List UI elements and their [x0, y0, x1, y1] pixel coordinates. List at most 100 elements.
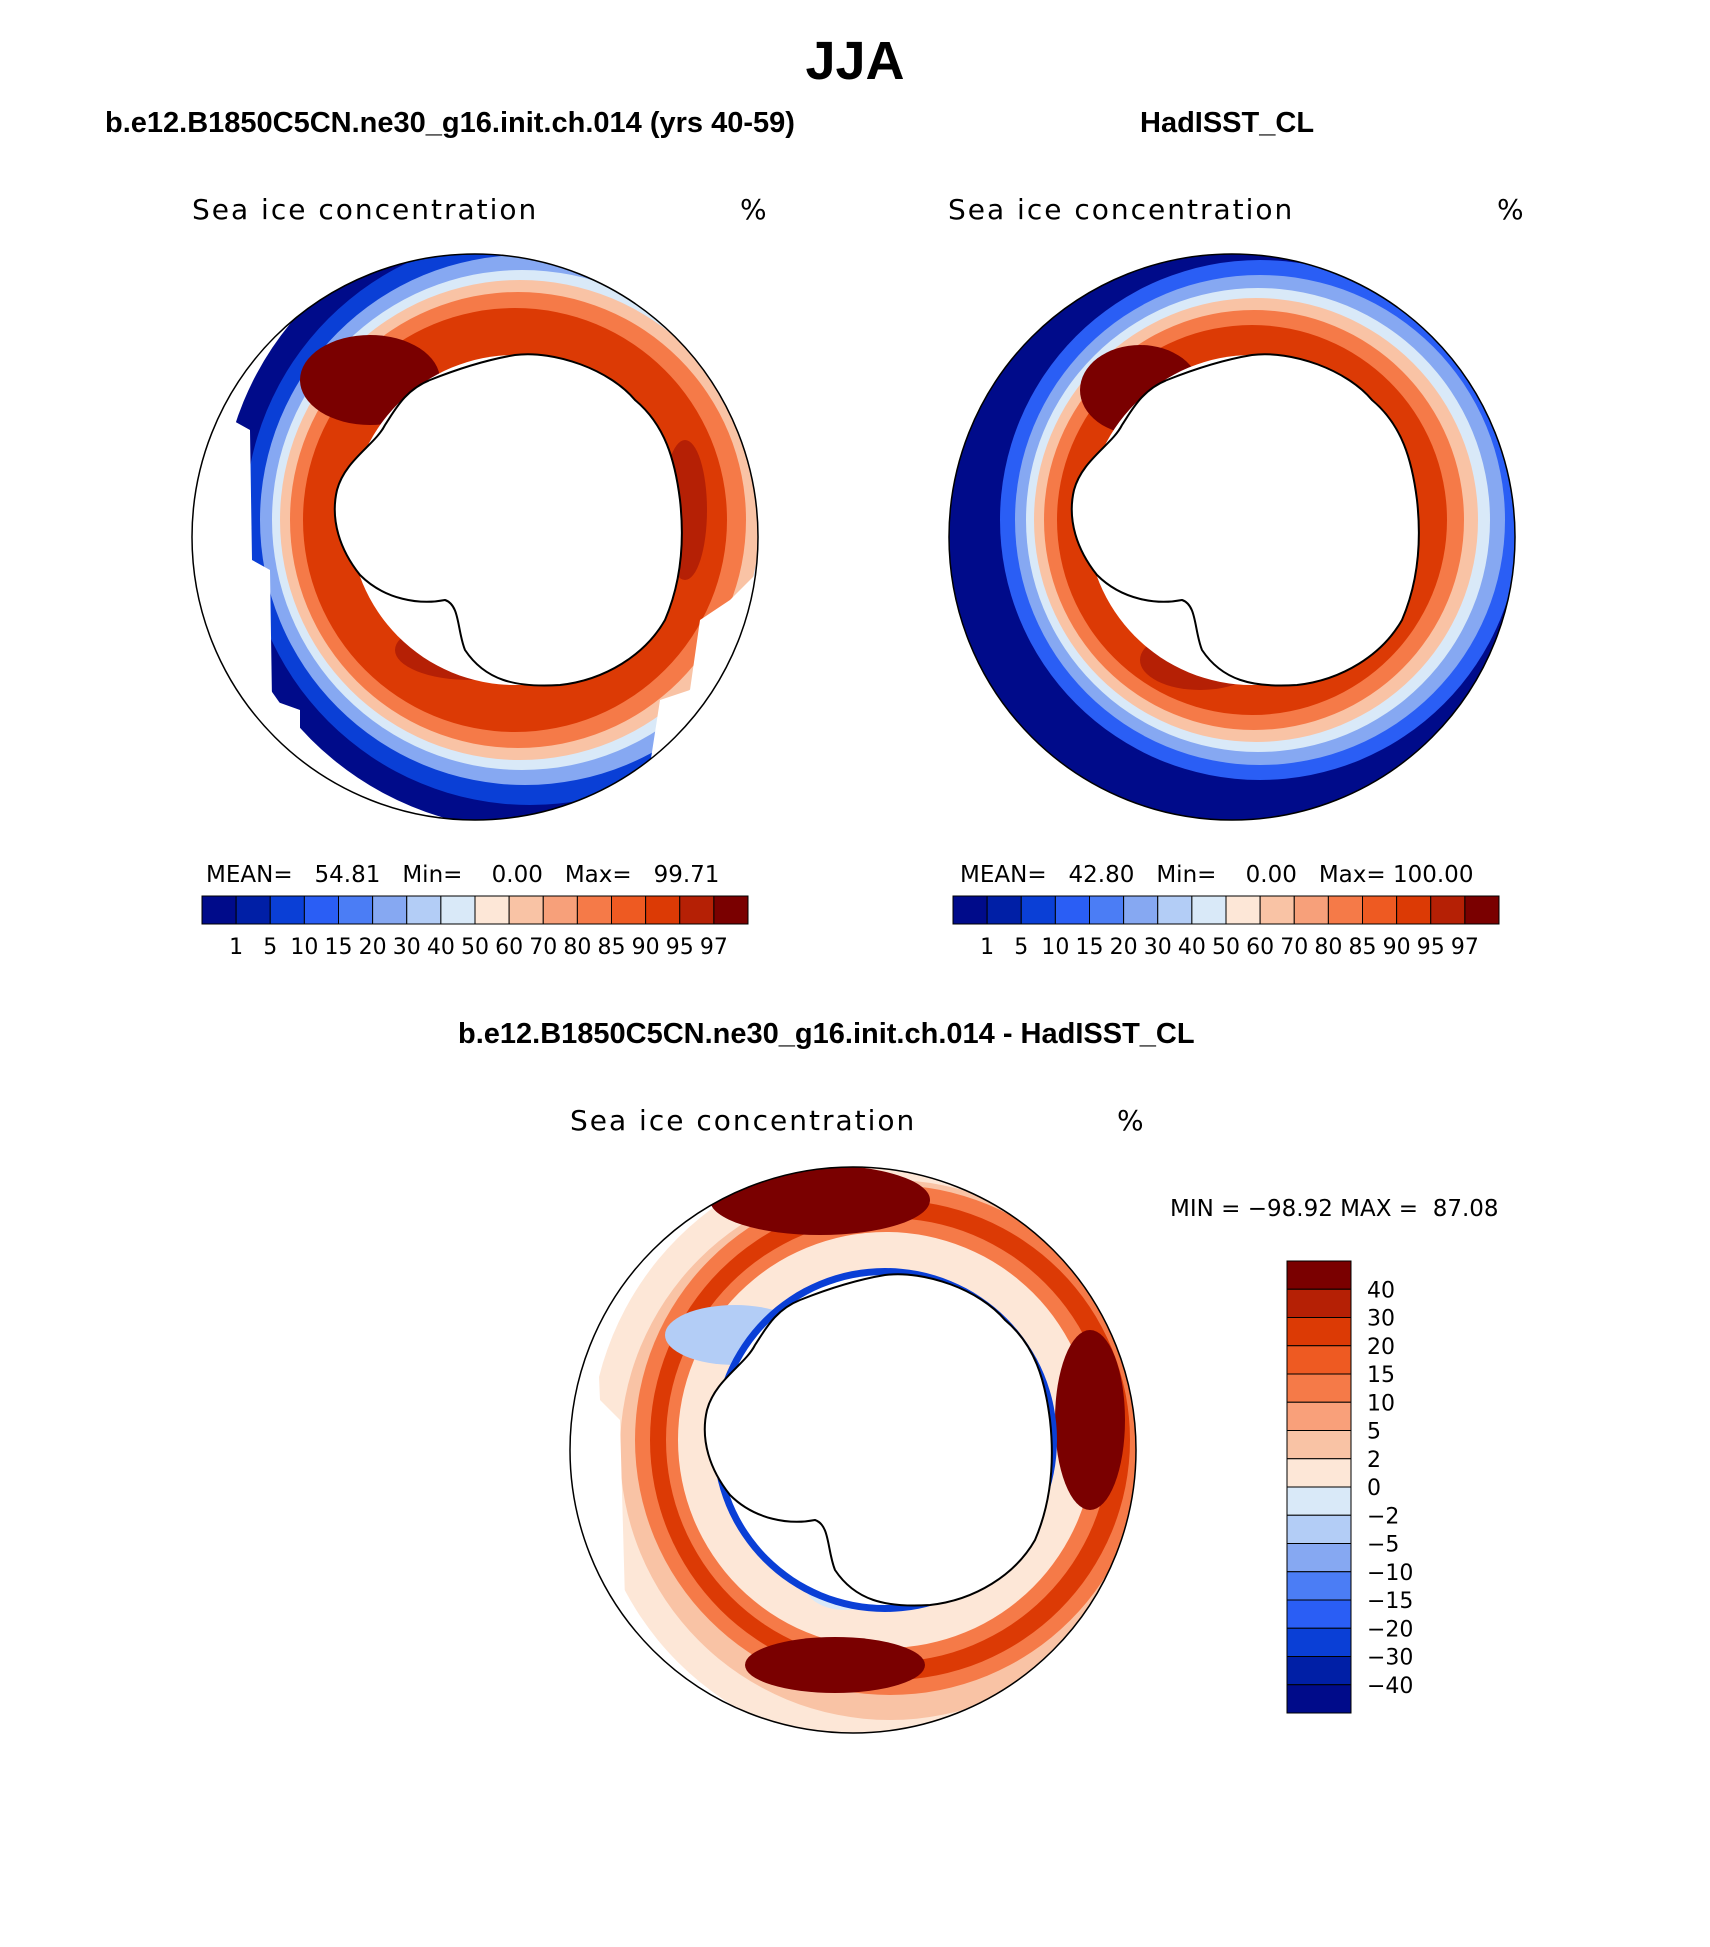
colorbar-tick-label: 30: [1144, 935, 1172, 960]
colorbar-swatch: [1286, 1543, 1352, 1573]
model-min-value: 0.00: [491, 862, 543, 888]
obs-case-title: HadISST_CL: [1140, 107, 1315, 139]
obs-variable-label: Sea ice concentration: [948, 193, 1295, 226]
colorbar-swatch: [611, 895, 647, 925]
colorbar-tick-label: 15: [1076, 935, 1104, 960]
obs-colorbar: 1 5 10 15 20 30 40 50 60 70 80 85 90 95 97: [952, 895, 1500, 960]
colorbar-tick-label: 95: [666, 935, 694, 960]
colorbar-swatch: [1020, 895, 1056, 925]
colorbar-swatch: [1123, 895, 1159, 925]
colorbar-tick-label: 30: [393, 935, 421, 960]
colorbar-tick-label: 40: [1178, 935, 1206, 960]
colorbar-swatch: [474, 895, 510, 925]
colorbar-swatch: [406, 895, 442, 925]
colorbar-tick-label: 10: [1041, 935, 1069, 960]
colorbar-swatch: [269, 895, 305, 925]
obs-sea-ice-map: [948, 253, 1516, 821]
colorbar-swatch: [1191, 895, 1227, 925]
model-max-label: Max=: [564, 862, 632, 888]
colorbar-swatch: [1286, 1571, 1352, 1601]
model-units-label: %: [740, 193, 769, 226]
colorbar-tick-label: 15: [1367, 1363, 1395, 1388]
colorbar-swatch: [1286, 1401, 1352, 1431]
colorbar-tick-label: 70: [1280, 935, 1308, 960]
colorbar-swatch: [1286, 1430, 1352, 1460]
colorbar-swatch: [1464, 895, 1500, 925]
colorbar-tick-label: 1: [980, 935, 994, 960]
obs-min-label: Min=: [1156, 862, 1217, 888]
colorbar-swatch: [645, 895, 681, 925]
colorbar-tick-label: 60: [495, 935, 523, 960]
colorbar-swatch: [1286, 1345, 1352, 1375]
colorbar-tick-label: 2: [1367, 1448, 1381, 1473]
colorbar-swatch: [338, 895, 374, 925]
colorbar-tick-label: 85: [1349, 935, 1377, 960]
colorbar-tick-label: 97: [700, 935, 728, 960]
colorbar-tick-label: 70: [529, 935, 557, 960]
difference-title: b.e12.B1850C5CN.ne30_g16.init.ch.014 - H…: [458, 1018, 1195, 1050]
colorbar-tick-label: −10: [1367, 1561, 1413, 1586]
colorbar-tick-label: 20: [1367, 1335, 1395, 1360]
model-sea-ice-map: [191, 253, 759, 821]
obs-mean-value: 42.80: [1068, 862, 1135, 888]
difference-map: [569, 1166, 1137, 1734]
colorbar-swatch: [713, 895, 749, 925]
colorbar-tick-label: 95: [1417, 935, 1445, 960]
colorbar-swatch: [1286, 1627, 1352, 1657]
colorbar-swatch: [1054, 895, 1090, 925]
colorbar-swatch: [1286, 1486, 1352, 1516]
colorbar-tick-label: 10: [290, 935, 318, 960]
colorbar-tick-label: 5: [263, 935, 277, 960]
colorbar-swatch: [1327, 895, 1363, 925]
obs-mean-label: MEAN=: [960, 862, 1047, 888]
colorbar-swatch: [235, 895, 271, 925]
model-min-label: Min=: [402, 862, 463, 888]
colorbar-swatch: [542, 895, 578, 925]
colorbar-swatch: [1286, 1317, 1352, 1347]
colorbar-swatch: [1430, 895, 1466, 925]
colorbar-swatch: [1286, 1599, 1352, 1629]
colorbar-tick-label: 40: [427, 935, 455, 960]
colorbar-swatch: [1286, 1288, 1352, 1318]
colorbar-tick-label: 5: [1014, 935, 1028, 960]
diff-minmax: MIN = −98.92 MAX = 87.08: [1170, 1196, 1499, 1222]
colorbar-tick-label: 15: [325, 935, 353, 960]
obs-max-label: Max=: [1318, 862, 1386, 888]
colorbar-swatch: [508, 895, 544, 925]
colorbar-tick-label: 97: [1451, 935, 1479, 960]
colorbar-tick-label: 90: [632, 935, 660, 960]
colorbar-tick-label: 40: [1367, 1278, 1395, 1303]
model-max-value: 99.71: [653, 862, 720, 888]
colorbar-swatch: [1157, 895, 1193, 925]
colorbar-swatch: [1286, 1684, 1352, 1714]
model-variable-label: Sea ice concentration: [192, 193, 539, 226]
colorbar-tick-label: −20: [1367, 1617, 1413, 1642]
colorbar-swatch: [1286, 1260, 1352, 1290]
colorbar-swatch: [303, 895, 339, 925]
model-case-title: b.e12.B1850C5CN.ne30_g16.init.ch.014 (yr…: [105, 107, 795, 139]
colorbar-tick-label: 50: [1212, 935, 1240, 960]
colorbar-tick-label: 0: [1367, 1476, 1381, 1501]
colorbar-tick-label: 50: [461, 935, 489, 960]
obs-stats: MEAN= 42.80 Min= 0.00 Max= 100.00: [960, 862, 1473, 888]
colorbar-tick-label: −5: [1367, 1533, 1399, 1558]
obs-max-value: 100.00: [1392, 862, 1474, 888]
colorbar-swatch: [576, 895, 612, 925]
colorbar-tick-label: 80: [1314, 935, 1342, 960]
colorbar-tick-label: −30: [1367, 1646, 1413, 1671]
colorbar-swatch: [1286, 1656, 1352, 1686]
diff-variable-label: Sea ice concentration: [570, 1104, 917, 1137]
colorbar-tick-label: 10: [1367, 1391, 1395, 1416]
model-mean-value: 54.81: [314, 862, 381, 888]
diff-units-label: %: [1117, 1104, 1146, 1137]
colorbar-tick-label: 20: [1110, 935, 1138, 960]
colorbar-swatch: [1225, 895, 1261, 925]
colorbar-swatch: [679, 895, 715, 925]
colorbar-tick-label: 80: [563, 935, 591, 960]
colorbar-swatch: [372, 895, 408, 925]
colorbar-tick-label: 1: [229, 935, 243, 960]
colorbar-tick-label: −40: [1367, 1674, 1413, 1699]
colorbar-swatch: [1396, 895, 1432, 925]
colorbar-swatch: [201, 895, 237, 925]
